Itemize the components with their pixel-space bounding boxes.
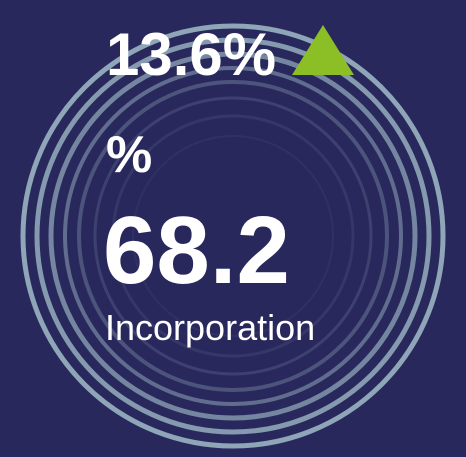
change-text: 13.6%	[106, 21, 276, 88]
rings	[20, 23, 446, 449]
label-text: Incorporation	[105, 307, 315, 348]
ring	[48, 51, 418, 421]
unit-text: %	[106, 126, 152, 184]
ring	[93, 96, 373, 376]
ring	[132, 135, 334, 337]
value-text: 68.2	[103, 197, 290, 304]
ring	[77, 80, 389, 392]
ring	[63, 66, 403, 406]
ring	[20, 23, 446, 449]
ring	[111, 114, 355, 358]
up-arrow	[292, 25, 354, 75]
ring	[34, 37, 432, 435]
